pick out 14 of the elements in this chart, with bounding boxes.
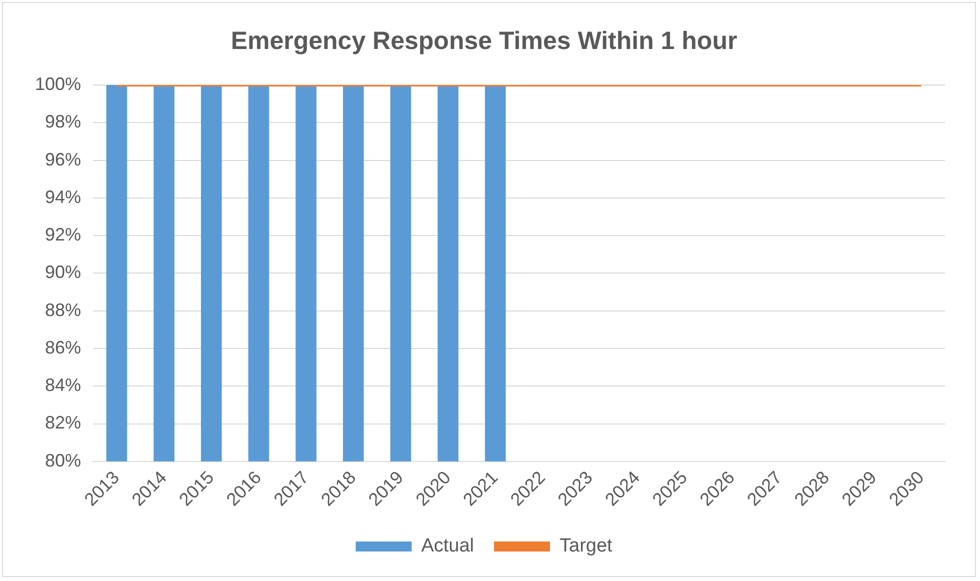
y-tick-label: 98% <box>45 112 82 132</box>
y-tick-label: 86% <box>45 337 82 358</box>
y-tick-label: 94% <box>45 186 82 207</box>
legend-label: Actual <box>421 536 474 557</box>
y-tick-label: 96% <box>45 149 82 170</box>
chart-title: Emergency Response Times Within 1 hour <box>230 26 738 55</box>
legend-label: Target <box>560 536 614 557</box>
y-tick-label: 92% <box>45 224 82 245</box>
y-tick-label: 80% <box>45 450 82 470</box>
y-tick-label: 84% <box>45 375 82 396</box>
y-tick-label: 100% <box>34 74 82 94</box>
y-tick-label: 82% <box>45 412 82 433</box>
y-tick-label: 88% <box>45 300 82 320</box>
y-tick-label: 90% <box>45 262 82 282</box>
